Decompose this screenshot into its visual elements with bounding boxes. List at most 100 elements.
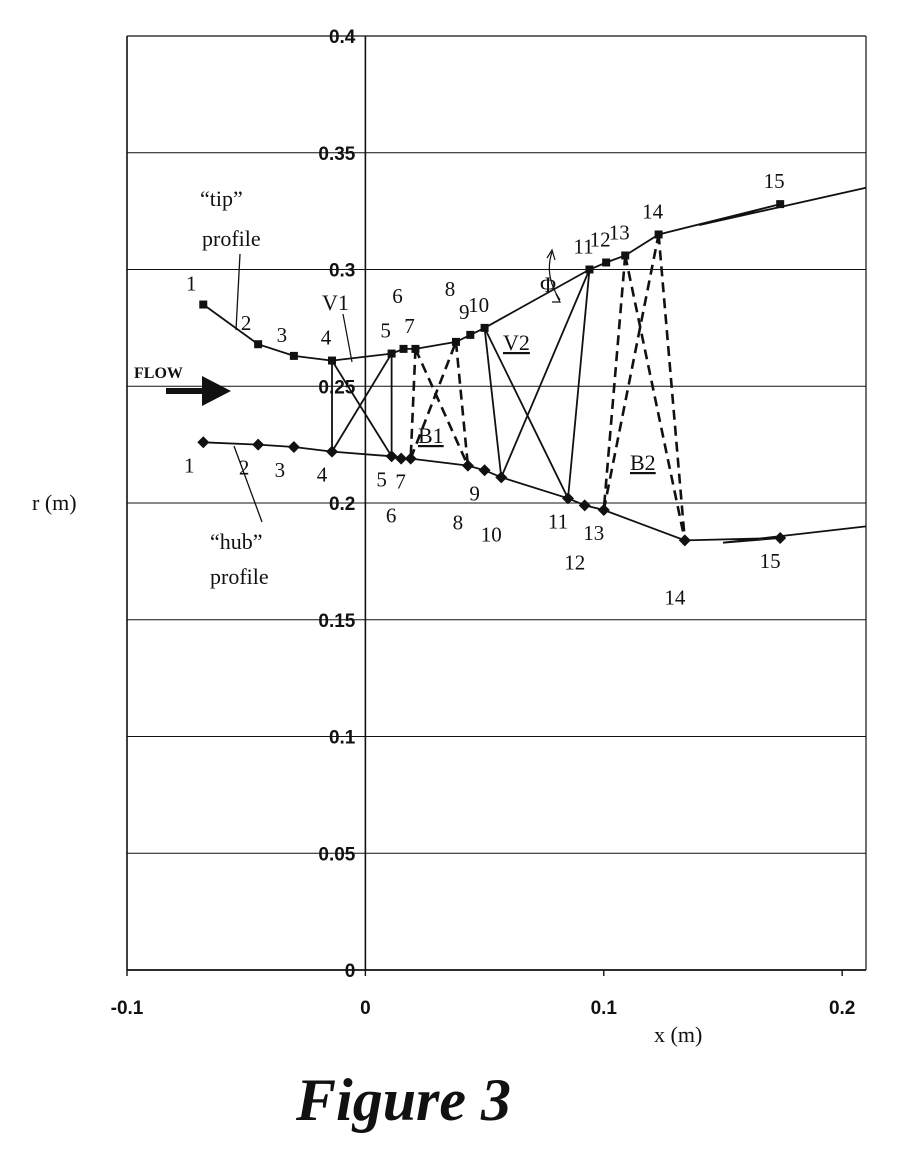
tip-marker <box>290 352 298 360</box>
tip-marker <box>388 350 396 358</box>
x-tick-label: 0 <box>360 998 371 1019</box>
hub-point-label: 10 <box>481 522 502 546</box>
row-label-v1-text: V1 <box>322 290 349 315</box>
y-axis-label: r (m) <box>32 490 77 515</box>
hub-point-label: 6 <box>386 504 397 528</box>
hub-marker <box>405 453 417 465</box>
tip-point-label: 2 <box>241 311 252 335</box>
hub-marker <box>288 441 300 453</box>
hub-marker <box>386 450 398 462</box>
y-tick-label: 0.25 <box>318 377 355 398</box>
row-label-b1: B1 <box>418 423 444 448</box>
blade-row-lines <box>332 234 685 540</box>
y-tick-label: 0.3 <box>329 261 355 282</box>
x-axis-label: x (m) <box>654 1022 702 1047</box>
hub-marker <box>326 446 338 458</box>
row-label-b2: B2 <box>630 450 656 475</box>
tip-point-label: 1 <box>186 272 197 296</box>
hub-point-label: 5 <box>376 467 387 491</box>
row-b2-line <box>625 255 685 540</box>
hub-profile-label-line1: “hub” <box>210 529 263 554</box>
tip-profile-leader <box>236 254 240 330</box>
row-v1-line <box>332 354 392 452</box>
row-b1-line <box>456 342 468 466</box>
tip-marker <box>254 340 262 348</box>
tip-marker <box>400 345 408 353</box>
tip-profile-line <box>203 188 866 361</box>
y-axis-at-x-zero: 0 0.05 0.1 0.15 0.2 0.25 0.3 0.35 0.4 <box>318 27 365 982</box>
y-tick-label: 0.05 <box>318 844 355 865</box>
profile-markers <box>197 200 786 546</box>
tip-point-label: 7 <box>404 314 415 338</box>
hub-marker <box>774 532 786 544</box>
x-axis: -0.1 0 0.1 0.2 <box>111 970 866 1019</box>
y-tick-label: 0.35 <box>318 144 355 165</box>
tip-marker <box>621 251 629 259</box>
row-b2-line <box>604 255 625 510</box>
tip-marker <box>411 345 419 353</box>
tip-marker <box>585 266 593 274</box>
hub-marker <box>197 436 209 448</box>
hub-point-label: 12 <box>564 550 585 574</box>
row-v2-line <box>568 270 589 499</box>
y-tick-label: 0.1 <box>329 728 356 749</box>
row-b1-line <box>415 349 467 466</box>
hub-marker <box>479 464 491 476</box>
row-label-v2: V2 <box>503 330 530 355</box>
tip-point-label: 8 <box>445 277 456 301</box>
y-tick-label: 0.4 <box>329 27 356 48</box>
tip-marker <box>328 357 336 365</box>
hub-marker <box>462 460 474 472</box>
tip-point-label: 15 <box>764 169 785 193</box>
hub-profile-line <box>203 442 866 542</box>
angle-phi-symbol: Φ <box>540 272 556 297</box>
hub-point-label: 7 <box>395 470 406 494</box>
flow-label: FLOW <box>134 365 183 382</box>
hub-point-label: 11 <box>548 509 568 533</box>
hub-marker <box>252 439 264 451</box>
tip-point-label: 10 <box>468 293 489 317</box>
tip-marker <box>602 258 610 266</box>
tip-profile-label-line2: profile <box>202 226 261 251</box>
tip-marker <box>452 338 460 346</box>
hub-marker <box>679 534 691 546</box>
y-tick-label: 0 <box>345 961 356 982</box>
hub-point-label: 13 <box>583 521 604 545</box>
x-tick-label: 0.1 <box>591 998 618 1019</box>
tip-point-label: 3 <box>277 323 288 347</box>
tip-profile-label-line1: “tip” <box>200 186 243 211</box>
y-tick-label: 0.15 <box>318 611 355 632</box>
row-v2-line <box>501 270 589 478</box>
row-b1-line <box>411 349 416 459</box>
hub-marker <box>495 471 507 483</box>
tip-marker <box>776 200 784 208</box>
x-tick-label: 0.2 <box>829 998 855 1019</box>
hub-point-label: 15 <box>760 549 781 573</box>
tip-point-label: 14 <box>642 199 664 223</box>
tip-point-label: 6 <box>392 284 403 308</box>
y-tick-label: 0.2 <box>329 494 355 515</box>
hub-marker <box>598 504 610 516</box>
tip-point-label: 5 <box>380 319 391 343</box>
row-label-v1-leader <box>343 314 352 362</box>
row-v1-line <box>332 361 392 457</box>
tip-marker <box>466 331 474 339</box>
hub-marker <box>579 499 591 511</box>
hub-point-label: 3 <box>275 458 286 482</box>
hub-point-label: 2 <box>239 456 250 480</box>
profile-curves <box>203 188 866 543</box>
tip-marker <box>655 230 663 238</box>
tip-point-label: 12 <box>590 227 611 251</box>
row-v2-line <box>485 328 502 477</box>
tip-marker <box>481 324 489 332</box>
hub-point-label: 8 <box>453 511 464 535</box>
hub-point-label: 1 <box>184 453 195 477</box>
tip-point-label: 4 <box>321 326 332 350</box>
hub-point-label: 9 <box>469 481 480 505</box>
angle-phi-annotation: Φ <box>540 250 560 302</box>
x-tick-label: -0.1 <box>111 998 144 1019</box>
hub-profile-label-line2: profile <box>210 564 269 589</box>
row-b2-line <box>659 234 685 540</box>
hub-point-label: 4 <box>317 463 328 487</box>
